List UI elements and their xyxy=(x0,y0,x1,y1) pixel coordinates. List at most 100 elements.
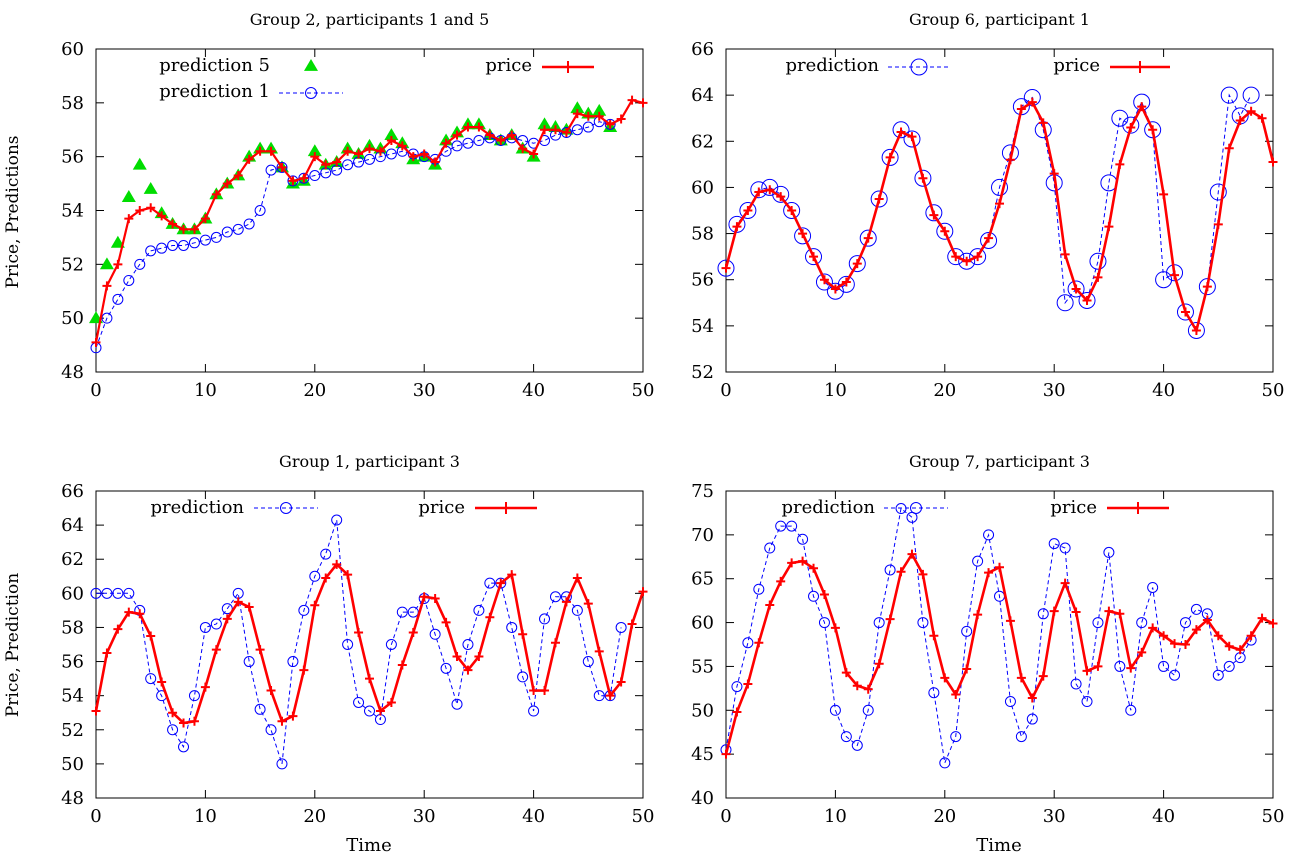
data-point xyxy=(570,101,585,114)
data-point xyxy=(265,164,277,176)
data-point xyxy=(396,606,408,618)
data-point xyxy=(951,689,961,699)
data-point xyxy=(1122,116,1140,134)
data-point xyxy=(539,613,551,625)
data-point xyxy=(582,656,594,668)
data-point xyxy=(958,252,976,270)
data-point xyxy=(1224,641,1234,651)
data-point xyxy=(210,231,222,243)
data-point xyxy=(495,577,507,589)
data-point xyxy=(561,127,571,137)
y-tick-label: 62 xyxy=(61,549,84,570)
data-point xyxy=(761,178,779,196)
data-point xyxy=(1190,603,1202,615)
data-point xyxy=(430,593,440,603)
data-point xyxy=(950,731,962,743)
data-point xyxy=(188,237,200,249)
data-point xyxy=(200,682,210,692)
data-point xyxy=(299,665,309,675)
data-point xyxy=(419,149,429,159)
chart-panel-3: Group 1, participant 3 0 10 20 30 40 50 48 50 52 5… xyxy=(3,452,654,827)
y-tick-label: 48 xyxy=(61,788,84,809)
data-point xyxy=(1158,660,1170,672)
data-point xyxy=(732,707,742,717)
data-point xyxy=(243,218,255,230)
data-point xyxy=(1144,121,1162,139)
data-point xyxy=(232,587,244,599)
data-point xyxy=(1212,669,1224,681)
x-tick-label: 20 xyxy=(933,806,956,827)
data-point xyxy=(310,152,320,162)
data-point xyxy=(200,214,210,224)
data-point xyxy=(1268,157,1278,167)
data-point xyxy=(1246,106,1256,116)
y-axis-label: Price, Predictions xyxy=(3,135,23,288)
data-point xyxy=(936,222,954,240)
data-point xyxy=(167,724,179,736)
data-point xyxy=(99,257,114,270)
data-point xyxy=(1224,143,1234,153)
data-point xyxy=(233,171,243,181)
data-point xyxy=(309,170,321,182)
data-point xyxy=(962,664,972,674)
data-point xyxy=(1209,183,1227,201)
data-point xyxy=(1257,113,1267,123)
legend-label: price xyxy=(485,55,532,76)
data-point xyxy=(1070,678,1082,690)
data-point xyxy=(863,684,873,694)
plot-frame xyxy=(725,490,1274,799)
chart-title: Group 7, participant 3 xyxy=(909,452,1090,471)
data-point xyxy=(776,576,786,586)
data-point xyxy=(582,121,594,133)
x-axis-label-bottom-left: Time xyxy=(346,835,391,856)
data-point xyxy=(638,587,648,597)
x-tick-label: 40 xyxy=(1152,806,1175,827)
data-point xyxy=(408,152,418,162)
data-point xyxy=(841,277,851,287)
data-point xyxy=(101,312,113,324)
data-point xyxy=(1038,118,1048,128)
legend-entry: prediction xyxy=(781,497,948,518)
data-point xyxy=(298,172,310,184)
legend-marker xyxy=(280,502,292,514)
data-point xyxy=(1257,613,1267,623)
data-point xyxy=(1213,219,1223,229)
data-point xyxy=(940,226,950,236)
data-point xyxy=(818,617,830,629)
data-point xyxy=(969,248,987,266)
data-point xyxy=(1125,704,1137,716)
data-point xyxy=(914,169,932,187)
data-point xyxy=(199,234,211,246)
data-point xyxy=(873,617,885,629)
data-point xyxy=(386,136,396,146)
data-point xyxy=(918,569,928,579)
y-tick-label: 60 xyxy=(61,583,84,604)
data-point xyxy=(1155,271,1173,289)
data-point xyxy=(743,206,753,215)
data-point xyxy=(980,231,998,249)
chart-panel-4: Group 7, participant 3 0 10 20 30 40 50 40 45 50 5… xyxy=(691,452,1284,827)
data-point xyxy=(397,660,407,670)
data-point xyxy=(798,556,808,566)
y-tick-label: 48 xyxy=(61,362,84,383)
legend-label: price xyxy=(1053,55,1100,76)
data-point xyxy=(1104,606,1114,616)
data-point xyxy=(222,179,232,189)
data-point xyxy=(929,210,939,220)
x-tick-label: 20 xyxy=(303,380,326,401)
data-point xyxy=(343,146,353,156)
series-price xyxy=(91,95,648,347)
data-point xyxy=(1027,97,1037,107)
series-line xyxy=(725,507,1252,765)
data-point xyxy=(809,252,819,262)
data-point xyxy=(221,603,233,615)
data-point xyxy=(452,130,462,140)
data-point xyxy=(365,144,374,154)
data-point xyxy=(244,154,254,164)
data-point xyxy=(939,757,951,769)
data-point xyxy=(1071,607,1081,617)
series-line xyxy=(724,551,1274,755)
data-point xyxy=(809,563,819,573)
y-tick-label: 66 xyxy=(61,481,84,502)
y-tick-label: 45 xyxy=(691,744,714,765)
